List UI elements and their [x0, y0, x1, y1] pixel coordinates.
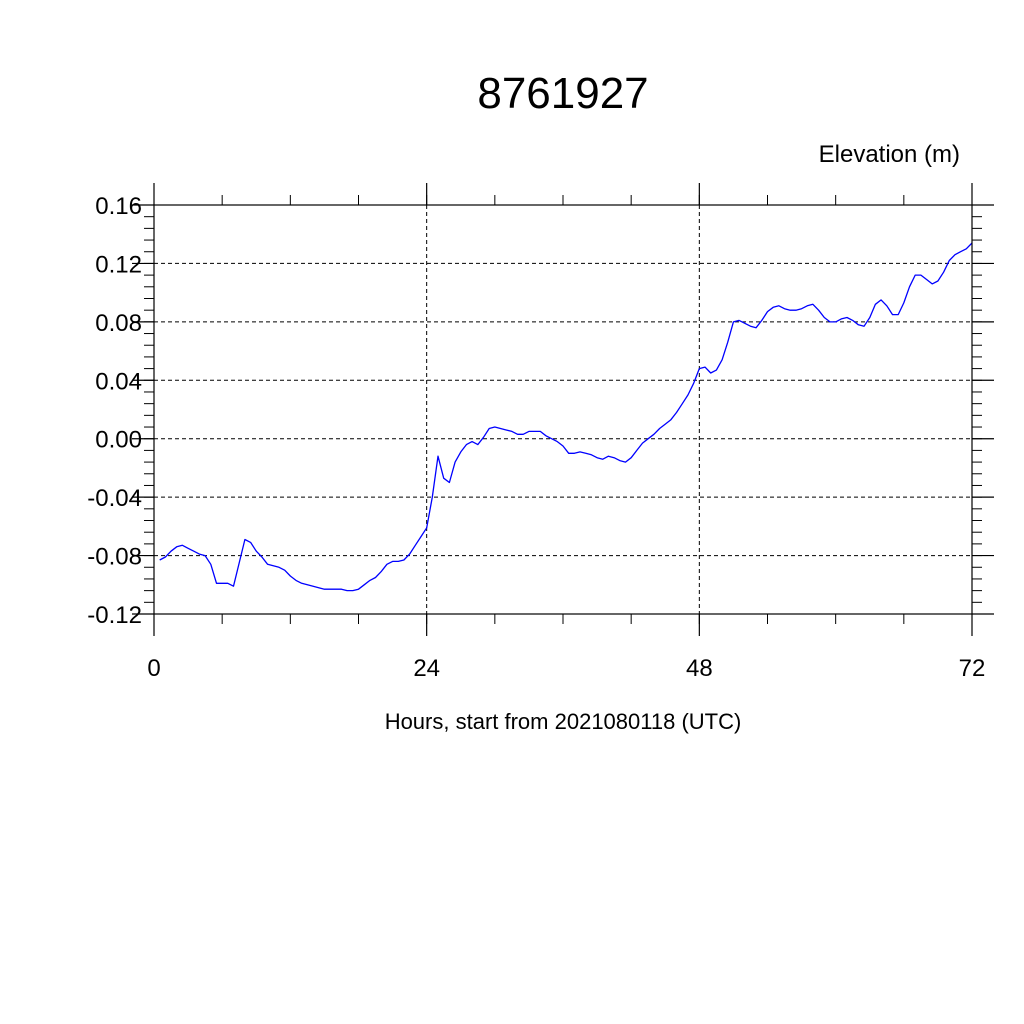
y-tick-label: -0.12 [87, 602, 142, 629]
plot-frame [153, 204, 973, 615]
y-tick-label: 0.12 [95, 251, 142, 278]
grid-lines [154, 204, 972, 614]
y-tick-label: 0.04 [95, 368, 142, 395]
series-line [159, 242, 973, 592]
x-tick-label: 0 [147, 655, 160, 682]
y-tick-label: 0.16 [95, 193, 142, 220]
minor-ticks [144, 195, 982, 624]
x-tick-label: 48 [686, 655, 713, 682]
y-tick-labels: -0.12 -0.08 -0.04 0.00 0.04 0.08 0.12 0.16 [87, 193, 142, 629]
x-tick-label: 24 [413, 655, 440, 682]
y-tick-label: -0.08 [87, 544, 142, 571]
series-group [159, 242, 973, 592]
x-tick-labels: 0 24 48 72 [147, 655, 985, 682]
unit-label: Elevation (m) [819, 141, 960, 168]
y-tick-label: -0.04 [87, 485, 142, 512]
major-ticks [132, 183, 994, 636]
y-tick-label: 0.08 [95, 310, 142, 337]
y-tick-label: 0.00 [95, 427, 142, 454]
x-tick-label: 72 [959, 655, 986, 682]
x-axis-label: Hours, start from 2021080118 (UTC) [385, 709, 742, 734]
chart-title: 8761927 [477, 69, 648, 118]
